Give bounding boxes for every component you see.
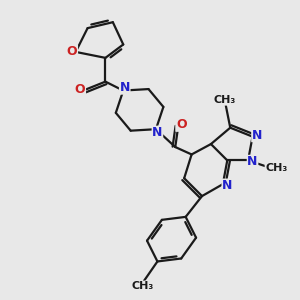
Text: N: N <box>252 129 262 142</box>
Text: CH₃: CH₃ <box>265 163 287 173</box>
Text: O: O <box>67 45 77 58</box>
Text: CH₃: CH₃ <box>213 95 236 105</box>
Text: N: N <box>152 126 163 139</box>
Text: CH₃: CH₃ <box>131 281 154 291</box>
Text: N: N <box>248 155 258 168</box>
Text: O: O <box>75 82 86 96</box>
Text: N: N <box>222 179 232 192</box>
Text: O: O <box>176 118 187 131</box>
Text: N: N <box>119 81 130 94</box>
